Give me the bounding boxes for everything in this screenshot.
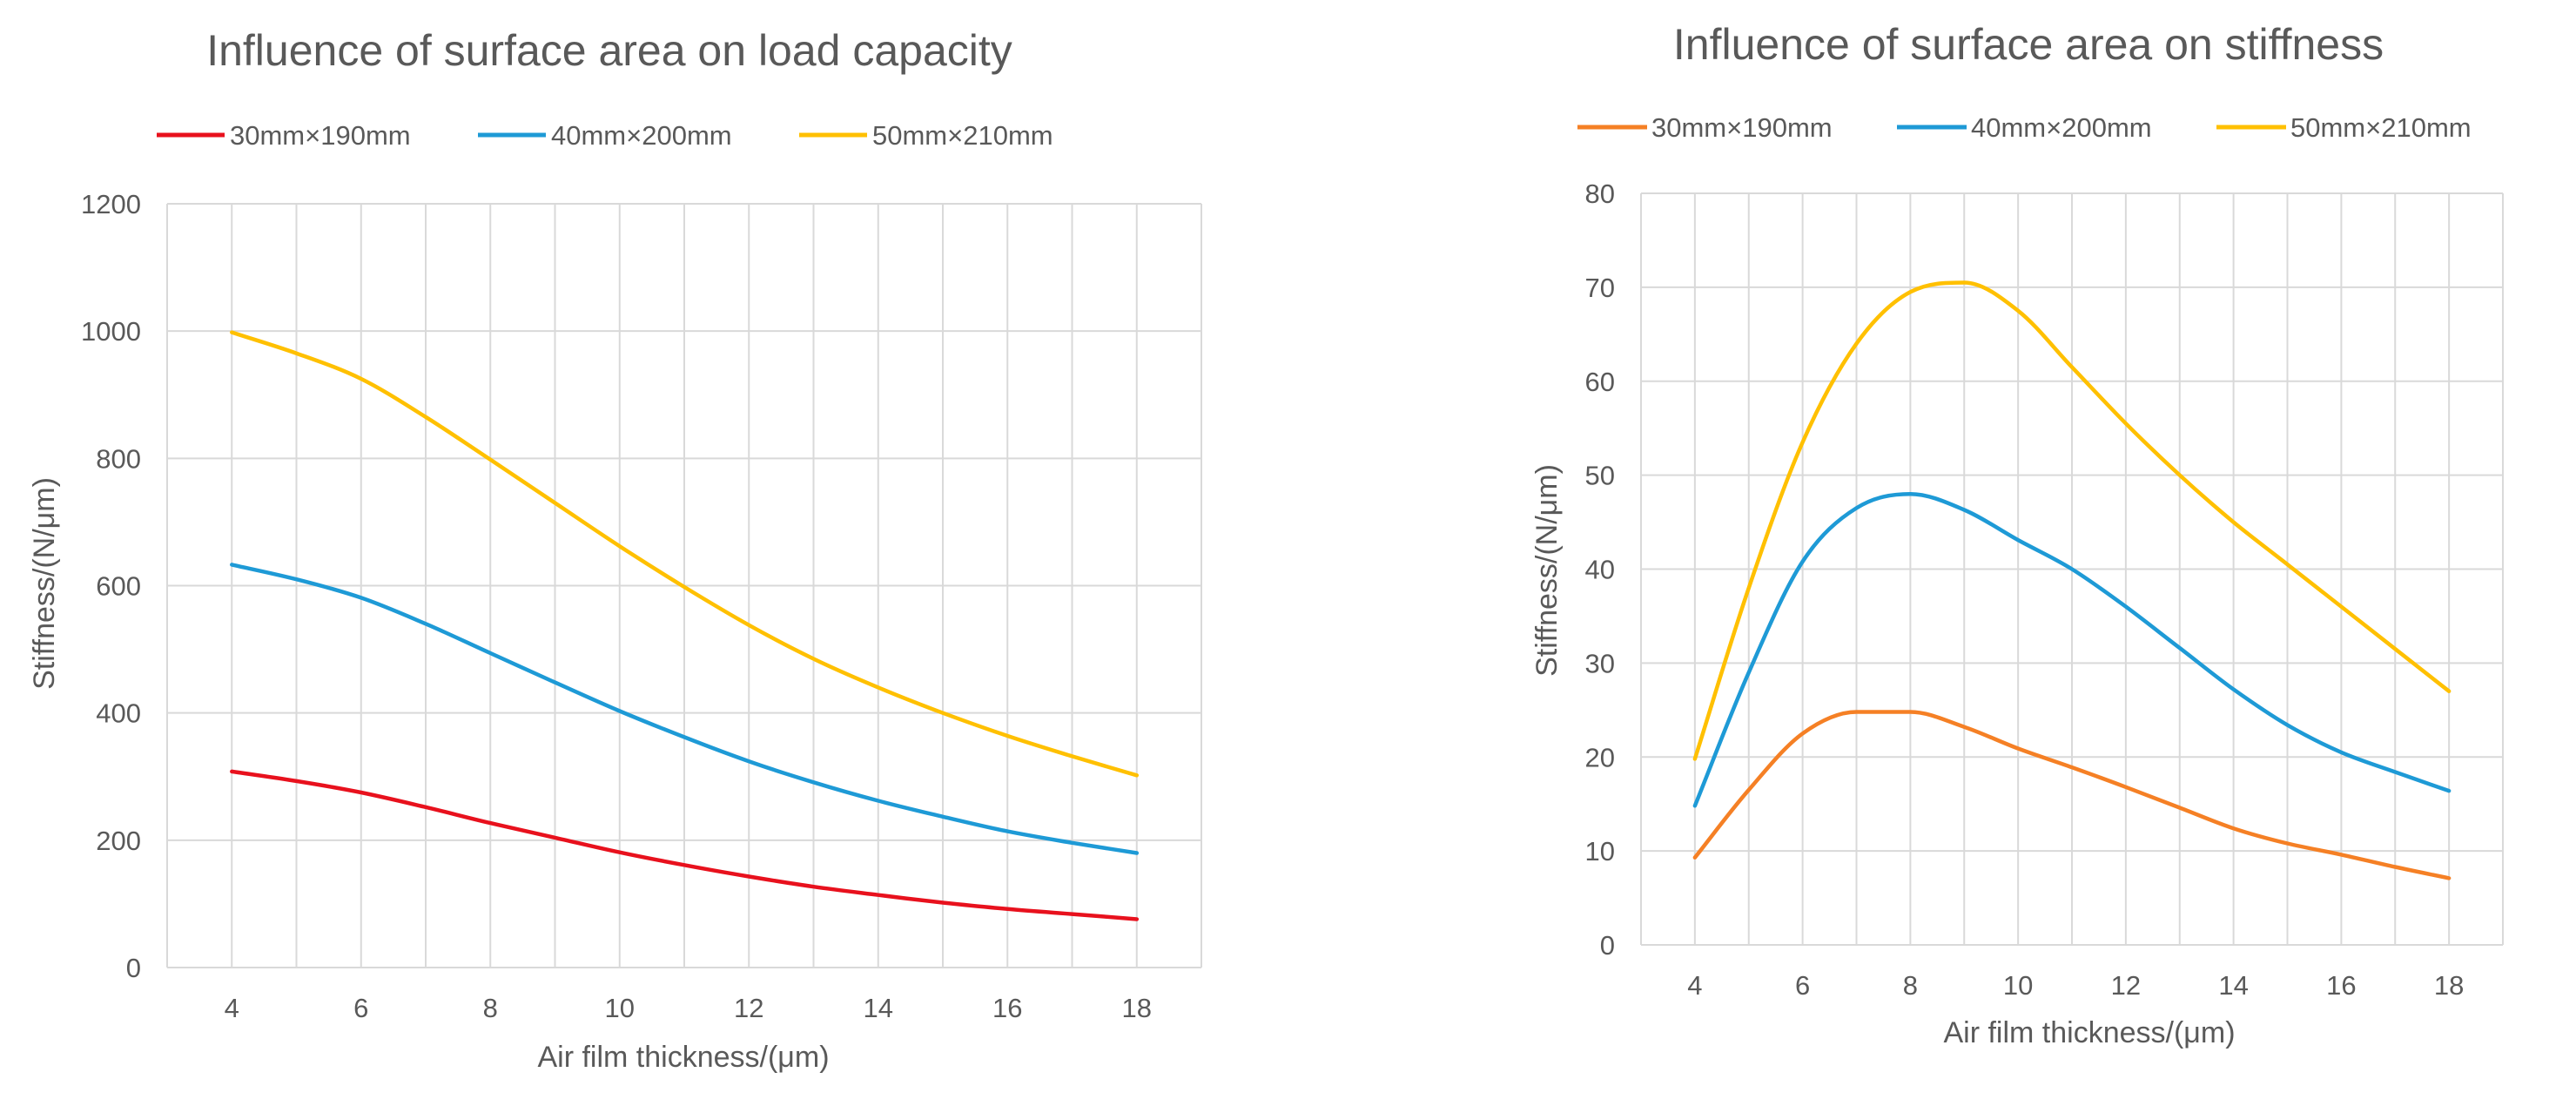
y-tick-label: 1000 xyxy=(81,316,141,347)
plot-area: 0 10 20 30 40 50 60 70 80 4 6 8 10 12 14 16 18 xyxy=(1585,179,2504,1001)
y-tick-label: 70 xyxy=(1585,273,1615,303)
x-axis-title: Air film thickness/(μm) xyxy=(1943,1016,2235,1049)
y-tick-label: 0 xyxy=(126,953,141,983)
x-tick-label: 6 xyxy=(353,993,368,1023)
y-tick-label: 0 xyxy=(1600,930,1615,961)
legend-label-series-1: 30mm×190mm xyxy=(1651,112,1833,143)
load-capacity-chart-svg: Influence of surface area on load capaci… xyxy=(28,26,1202,1074)
legend-label-series-2: 40mm×200mm xyxy=(551,120,732,151)
y-tick-label: 400 xyxy=(96,698,141,729)
series-line-1 xyxy=(230,769,1140,921)
x-tick-label: 4 xyxy=(1687,970,1702,1001)
y-tick-label: 600 xyxy=(96,571,141,602)
x-tick-label: 14 xyxy=(2218,970,2248,1001)
series-line-2 xyxy=(1692,491,2452,808)
y-tick-label: 50 xyxy=(1585,461,1615,491)
y-tick-label: 200 xyxy=(96,826,141,856)
y-axis-title: Stiffness/(N/μm) xyxy=(28,477,61,690)
x-axis-title: Air film thickness/(μm) xyxy=(537,1041,829,1074)
legend-label-series-1: 30mm×190mm xyxy=(230,120,411,151)
y-tick-label: 30 xyxy=(1585,648,1615,678)
x-tick-label: 10 xyxy=(605,993,635,1023)
chart-title: Influence of surface area on load capaci… xyxy=(206,26,1012,75)
x-tick-label: 6 xyxy=(1795,970,1810,1001)
series-line-3 xyxy=(1692,280,2452,761)
x-tick-label: 8 xyxy=(1903,970,1918,1001)
y-tick-label: 40 xyxy=(1585,555,1615,585)
x-tick-label: 16 xyxy=(2326,970,2356,1001)
x-tick-label: 12 xyxy=(2111,970,2141,1001)
series-line-3 xyxy=(230,330,1140,778)
legend-label-series-2: 40mm×200mm xyxy=(1971,112,2152,143)
y-axis-title: Stiffness/(N/μm) xyxy=(1530,464,1564,677)
x-tick-label: 10 xyxy=(2003,970,2033,1001)
y-tick-label: 1200 xyxy=(81,189,141,219)
stiffness-chart-svg: Influence of surface area on stiffness 3… xyxy=(1530,20,2504,1049)
y-tick-label: 800 xyxy=(96,443,141,474)
legend-label-series-3: 50mm×210mm xyxy=(2290,112,2472,143)
x-tick-label: 12 xyxy=(734,993,763,1023)
x-tick-label: 8 xyxy=(483,993,498,1023)
legend: 30mm×190mm 40mm×200mm 50mm×210mm xyxy=(1577,112,2472,143)
x-tick-label: 14 xyxy=(864,993,893,1023)
x-tick-label: 16 xyxy=(992,993,1022,1023)
x-tick-label: 4 xyxy=(225,993,239,1023)
legend: 30mm×190mm 40mm×200mm 50mm×210mm xyxy=(157,120,1053,151)
y-tick-label: 80 xyxy=(1585,179,1615,209)
x-tick-label: 18 xyxy=(1122,993,1152,1023)
load-capacity-chart: Influence of surface area on load capaci… xyxy=(0,0,1254,1106)
legend-label-series-3: 50mm×210mm xyxy=(872,120,1053,151)
y-tick-label: 20 xyxy=(1585,742,1615,772)
x-tick-label: 18 xyxy=(2434,970,2464,1001)
stiffness-chart: Influence of surface area on stiffness 3… xyxy=(1480,0,2576,1106)
chart-title: Influence of surface area on stiffness xyxy=(1673,20,2384,69)
y-tick-label: 60 xyxy=(1585,367,1615,397)
plot-area: 0 200 400 600 800 1000 1200 4 6 8 10 12 14 16 18 xyxy=(81,189,1202,1023)
series-line-2 xyxy=(230,563,1140,855)
y-tick-label: 10 xyxy=(1585,836,1615,867)
series-line-1 xyxy=(1692,710,2452,880)
